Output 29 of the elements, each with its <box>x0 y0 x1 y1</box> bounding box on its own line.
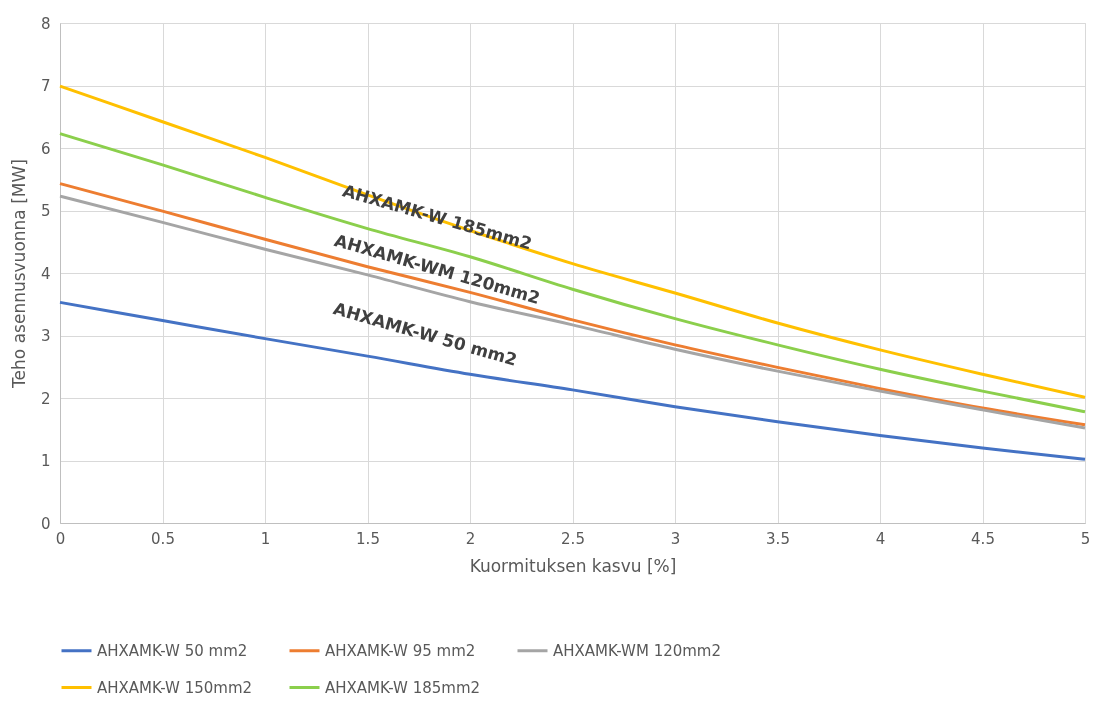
y-axis-title: Teho asennusvuonna [MW] <box>8 159 29 389</box>
legend-label: AHXAMK-W 95 mm2 <box>325 641 476 660</box>
x-tick-label: 3.5 <box>766 529 790 548</box>
y-tick-label: 1 <box>40 452 51 470</box>
y-tick-label: 6 <box>40 139 51 158</box>
legend-label: AHXAMK-W 150mm2 <box>97 678 253 697</box>
x-tick-label: 0 <box>55 529 66 548</box>
x-axis-title: Kuormituksen kasvu [%] <box>469 555 677 576</box>
line-series <box>58 132 1087 414</box>
y-tick-label: 5 <box>40 202 51 220</box>
legend-label: AHXAMK-W 50 mm2 <box>97 641 248 660</box>
y-tick-label: 8 <box>40 14 51 33</box>
x-tick-label: 5 <box>1080 529 1091 548</box>
x-tick-label: 1.5 <box>356 529 380 548</box>
x-tick-label: 2.5 <box>561 529 585 548</box>
x-tick-label: 0.5 <box>151 529 175 548</box>
y-tick-label: 0 <box>40 514 51 533</box>
legend-label: AHXAMK-W 185mm2 <box>325 678 481 697</box>
y-tick-label: 7 <box>40 77 51 95</box>
x-tick-label: 3 <box>670 529 681 548</box>
x-tick-label: 4.5 <box>971 529 995 548</box>
line-series <box>58 84 1087 399</box>
y-tick-label: 2 <box>40 389 51 408</box>
y-tick-label: 3 <box>40 327 51 345</box>
y-tick-label: 4 <box>40 264 51 283</box>
x-tick-label: 4 <box>875 529 886 548</box>
x-tick-label: 2 <box>465 529 476 548</box>
legend-label: AHXAMK-WM 120mm2 <box>553 641 722 660</box>
x-tick-label: 1 <box>260 529 271 548</box>
